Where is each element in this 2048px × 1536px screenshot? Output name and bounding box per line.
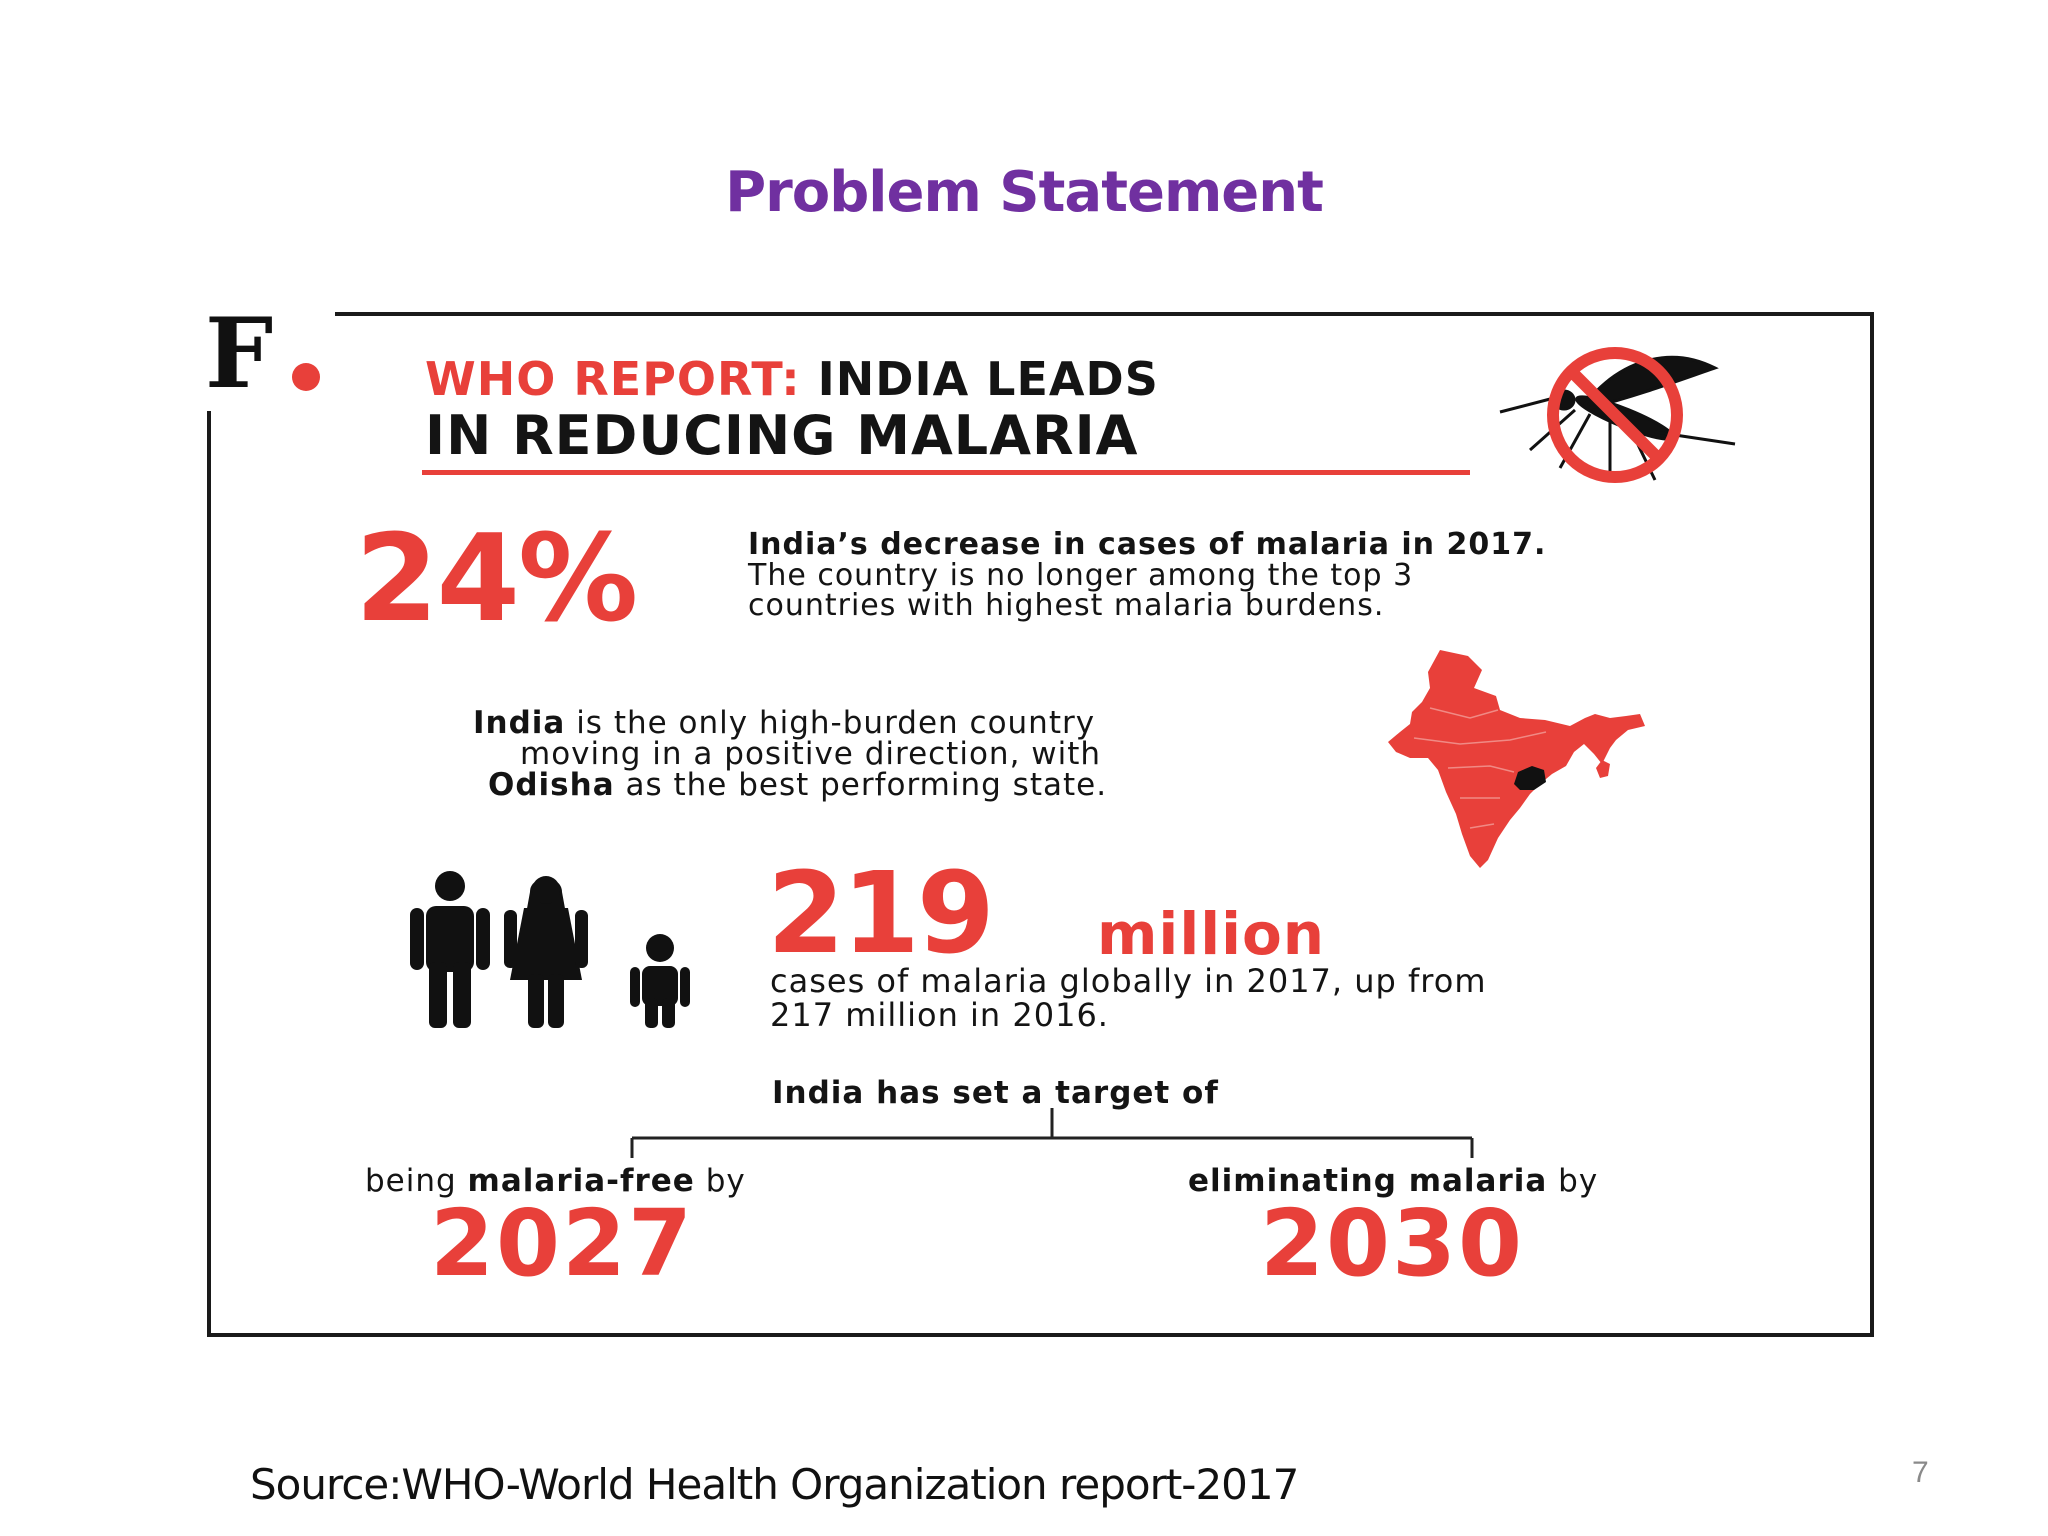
target-left-label: being malaria-free by	[365, 1163, 746, 1199]
family-icon	[410, 871, 690, 1028]
headline-dark-text: INDIA LEADS	[817, 352, 1159, 406]
stat-decrease-value: 24%	[355, 510, 638, 649]
target-left-post: by	[694, 1163, 746, 1199]
target-right-bold: eliminating malaria	[1188, 1163, 1548, 1199]
india-statement-line-3: Odisha as the best performing state.	[488, 767, 1107, 803]
target-left-year: 2027	[430, 1190, 695, 1297]
stat-decrease-line-3: countries with highest malaria burdens.	[748, 588, 1385, 623]
headline-underline	[422, 470, 1470, 475]
headline-red-text: WHO REPORT:	[425, 352, 801, 406]
india-statement-line-1: India is the only high-burden country	[473, 705, 1095, 741]
logo-mask	[195, 296, 335, 411]
stat-decrease-line-1: India’s decrease in cases of malaria in …	[748, 527, 1547, 562]
page-number: 7	[1912, 1456, 1929, 1489]
india-statement-text-1: is the only high-burden country	[565, 705, 1096, 741]
target-left-pre: being	[365, 1163, 468, 1199]
india-statement-text-3: as the best performing state.	[614, 767, 1108, 803]
india-map-icon	[1388, 650, 1645, 868]
target-left-bold: malaria-free	[467, 1163, 695, 1199]
odisha-bold: Odisha	[488, 767, 615, 803]
source-note: Source:WHO-World Health Organization rep…	[250, 1460, 1299, 1509]
target-right-label: eliminating malaria by	[1188, 1163, 1598, 1199]
headline-line-2: IN REDUCING MALARIA	[425, 404, 1139, 467]
no-mosquito-icon	[1499, 347, 1736, 483]
target-heading: India has set a target of	[772, 1075, 1219, 1111]
stat-global-unit: million	[1097, 900, 1326, 968]
logo-dot	[292, 363, 320, 391]
target-bracket	[630, 1108, 1474, 1158]
target-right-post: by	[1547, 1163, 1599, 1199]
infographic-frame	[207, 312, 1874, 1337]
stat-global-line-1: cases of malaria globally in 2017, up fr…	[770, 962, 1487, 1000]
stat-decrease-line-2: The country is no longer among the top 3	[748, 558, 1414, 593]
india-bold: India	[473, 705, 566, 741]
headline-line-1: WHO REPORT: INDIA LEADS	[425, 352, 1159, 406]
india-statement-line-2: moving in a positive direction, with	[520, 736, 1102, 772]
target-right-year: 2030	[1260, 1190, 1525, 1297]
publisher-logo: F	[205, 297, 274, 410]
stat-global-line-2: 217 million in 2016.	[770, 996, 1109, 1034]
stat-global-value: 219	[767, 849, 995, 979]
slide-title: Problem Statement	[725, 160, 1324, 225]
